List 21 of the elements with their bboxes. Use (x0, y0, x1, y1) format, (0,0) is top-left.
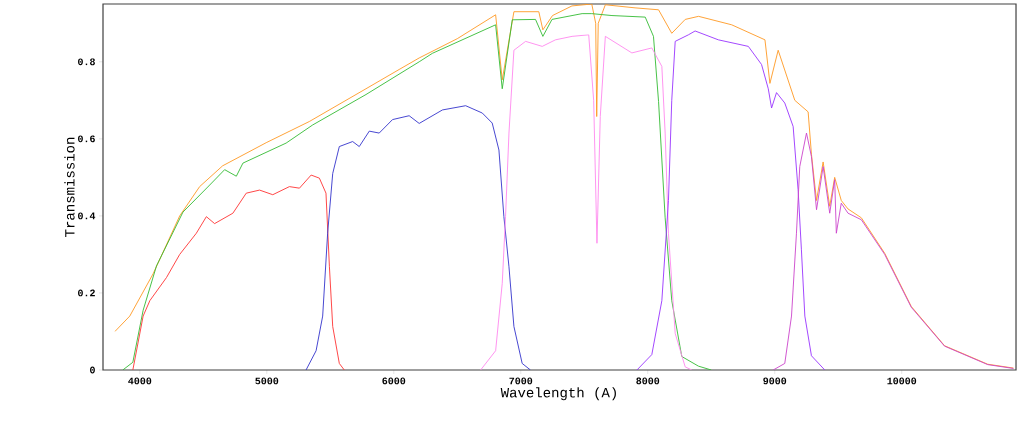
y-tick-label: 0 (90, 366, 95, 374)
x-tick-label: 5000 (255, 377, 279, 385)
line-series (772, 132, 1014, 370)
x-tick-label: 4000 (128, 377, 152, 385)
x-tick-label: 9000 (763, 377, 787, 385)
line-series (114, 4, 1014, 369)
x-tick-label: 7000 (509, 377, 533, 385)
x-axis-title: Wavelength (A) (500, 387, 616, 401)
line-series (305, 105, 531, 370)
x-tick-label: 10000 (887, 377, 917, 385)
line-series (636, 30, 826, 370)
line-series (122, 13, 712, 370)
y-tick-label: 0.6 (78, 135, 95, 143)
y-tick-label: 0.2 (78, 289, 95, 297)
y-axis-title: Transmission (64, 137, 75, 237)
line-series (480, 34, 693, 370)
x-tick-label: 8000 (636, 377, 660, 385)
y-tick-label: 0.4 (78, 212, 96, 220)
line-series (132, 174, 345, 370)
x-tick-label: 6000 (382, 377, 406, 385)
y-tick-label: 0.8 (78, 58, 95, 66)
